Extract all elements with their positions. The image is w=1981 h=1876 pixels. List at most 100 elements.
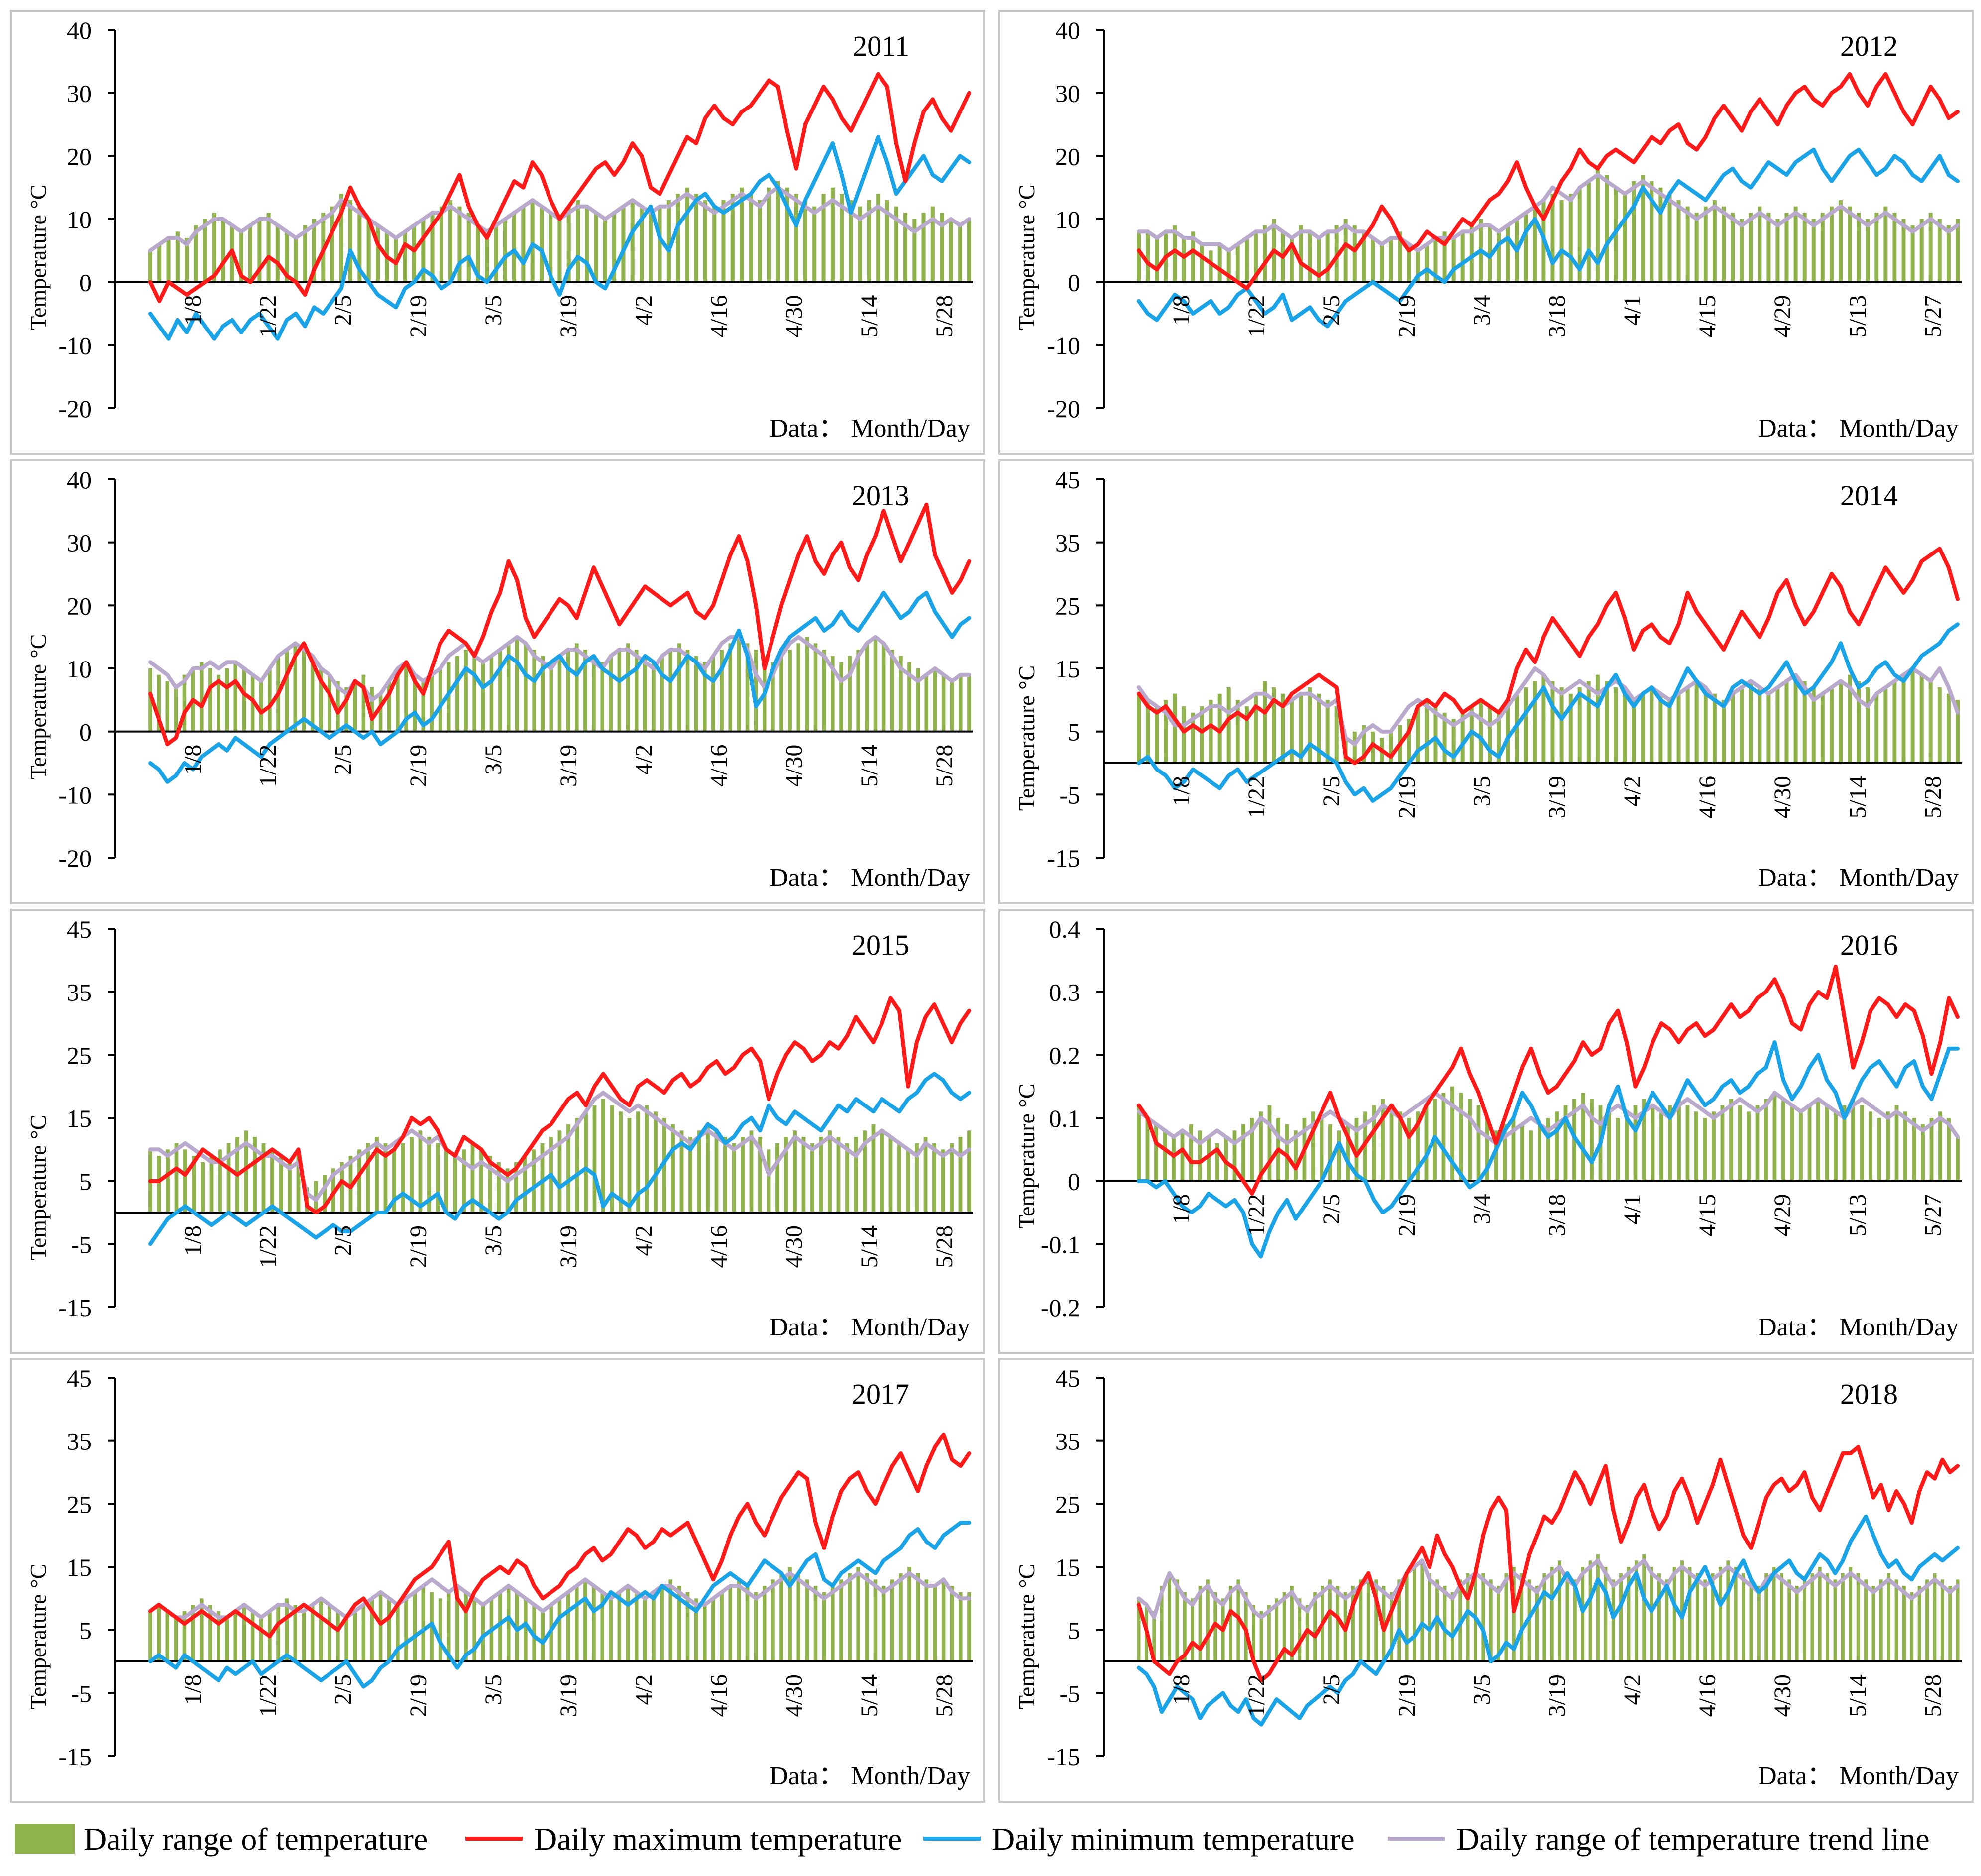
range-bar	[1825, 1105, 1829, 1181]
range-bar	[592, 1105, 597, 1213]
range-bar	[1616, 1118, 1620, 1181]
range-bar	[1374, 1579, 1378, 1661]
x-tick-label: 1/22	[1243, 295, 1270, 337]
x-tick-label: 2/5	[1319, 776, 1345, 806]
range-bar	[703, 662, 707, 732]
range-bar	[1137, 231, 1141, 282]
range-bar	[276, 1605, 280, 1661]
range-bar	[1641, 693, 1645, 763]
range-bar	[575, 1118, 579, 1213]
range-bar	[728, 1586, 732, 1661]
x-tick-label: 4/16	[706, 745, 732, 787]
chart-title: 2018	[1840, 1378, 1898, 1410]
x-tick-label: 3/18	[1544, 295, 1570, 337]
range-bar	[1504, 1573, 1508, 1661]
range-bar	[1155, 238, 1159, 282]
x-tick-label: 1/8	[1168, 1674, 1195, 1705]
range-bar	[1398, 231, 1402, 282]
range-bar	[636, 1111, 640, 1213]
range-bar	[1407, 719, 1411, 763]
x-tick-label: 5/27	[1920, 1194, 1946, 1236]
range-bar	[1781, 1099, 1785, 1181]
range-bar	[858, 206, 862, 282]
range-bar	[630, 200, 635, 282]
x-tick-label: 4/15	[1694, 1194, 1721, 1236]
range-bar	[566, 206, 571, 282]
range-bar	[1137, 693, 1141, 763]
range-bar	[1793, 206, 1798, 282]
range-bar	[876, 194, 880, 282]
range-bar	[1313, 1592, 1317, 1661]
x-tick-label: 1/8	[180, 295, 206, 326]
range-bar	[200, 662, 204, 732]
range-bar	[1352, 731, 1357, 763]
range-bar	[1217, 244, 1222, 282]
range-bar	[523, 1156, 527, 1213]
x-tick-label: 2/19	[1394, 295, 1420, 337]
x-tick-label: 3/19	[1544, 776, 1570, 818]
range-bar	[1780, 1573, 1783, 1661]
y-tick-label: 25	[1055, 1490, 1080, 1518]
range-bar	[1912, 1118, 1916, 1181]
y-tick-label: -5	[1059, 1679, 1080, 1707]
range-bars	[1137, 1554, 1960, 1661]
range-bar	[1546, 1118, 1550, 1181]
range-bar	[361, 674, 366, 732]
range-bar	[749, 1130, 754, 1213]
range-bar	[676, 194, 680, 282]
range-bar	[1577, 187, 1582, 282]
range-bar	[566, 1124, 570, 1213]
range-bar	[1633, 1105, 1638, 1181]
x-axis-label: Data： Month/Day	[770, 864, 970, 892]
range-bar	[863, 1130, 867, 1213]
range-bar	[457, 206, 462, 282]
range-bar	[873, 1579, 878, 1661]
range-bar	[1841, 1573, 1845, 1661]
range-bar	[165, 681, 170, 732]
range-bar	[907, 1567, 911, 1661]
x-tick-label: 4/30	[781, 1674, 807, 1717]
range-bar	[285, 231, 289, 282]
x-tick-label: 5/14	[856, 295, 882, 337]
x-tick-label: 3/5	[480, 1674, 507, 1705]
legend-item-1: Daily maximum temperature	[465, 1821, 902, 1857]
min-temp-line	[148, 1072, 971, 1246]
range-bar	[1481, 1573, 1485, 1661]
x-tick-label: 1/22	[255, 745, 281, 787]
range-bar	[370, 687, 374, 732]
range-bar	[694, 1598, 698, 1661]
range-bar	[819, 1137, 823, 1213]
range-bar	[1642, 1099, 1646, 1181]
range-bar	[1474, 1567, 1477, 1661]
range-bar	[720, 650, 724, 732]
range-bar	[1450, 1086, 1454, 1181]
trend-line	[1137, 1091, 1960, 1145]
range-bar	[1160, 1586, 1164, 1661]
range-bar	[1538, 1124, 1541, 1181]
range-bar	[475, 225, 480, 282]
range-bar	[801, 1137, 806, 1213]
range-bar	[1450, 1592, 1454, 1661]
range-bar	[594, 213, 598, 282]
range-bar	[1207, 1137, 1211, 1181]
range-bar	[1478, 700, 1483, 763]
range-bar	[488, 1156, 492, 1213]
range-bar	[413, 1592, 417, 1661]
range-bar	[472, 1598, 476, 1661]
range-bar	[250, 1611, 255, 1661]
range-bar	[685, 1592, 690, 1661]
range-bar	[617, 650, 622, 732]
range-bar	[1533, 681, 1537, 763]
range-bar	[1619, 1573, 1623, 1661]
range-bar	[1925, 1579, 1929, 1661]
range-bar	[148, 250, 152, 282]
y-tick-label: -20	[58, 844, 92, 872]
range-bar	[906, 1149, 910, 1213]
range-bar	[1833, 1579, 1837, 1661]
range-bar	[1361, 231, 1366, 282]
range-bar	[566, 650, 570, 732]
range-bar	[1241, 1124, 1245, 1181]
range-bar	[489, 656, 494, 732]
range-bar	[1489, 1579, 1493, 1661]
x-tick-label: 1/22	[1243, 1674, 1270, 1717]
